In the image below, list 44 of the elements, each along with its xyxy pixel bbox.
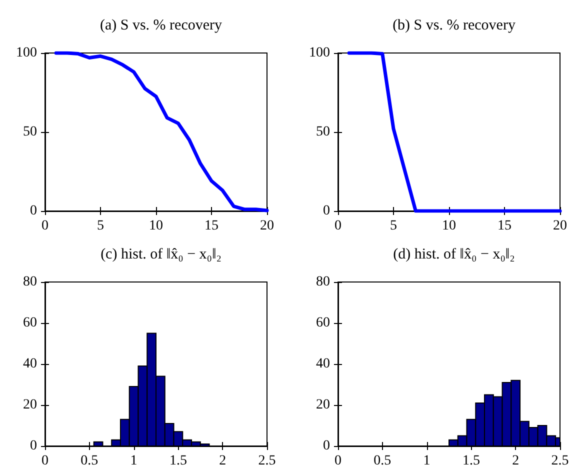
y-tick-label: 100 bbox=[16, 46, 37, 60]
x-tick-label: 0 bbox=[42, 218, 48, 234]
chart-title: (a) S vs. % recovery bbox=[100, 18, 223, 34]
x-tick-label: 2.5 bbox=[258, 454, 276, 468]
chart-title: (c) hist. of ‖x̂₀ − x₀‖₂ bbox=[100, 246, 222, 262]
x-tick-label: 1.5 bbox=[462, 454, 480, 468]
x-tick-label: 0.5 bbox=[374, 454, 392, 468]
y-tick-label: 80 bbox=[316, 274, 330, 290]
y-tick-label: 40 bbox=[23, 356, 37, 372]
y-tick-label: 0 bbox=[323, 438, 330, 454]
x-tick-label: 20 bbox=[260, 218, 274, 234]
x-tick-label: 15 bbox=[204, 218, 218, 234]
y-tick-label: 0 bbox=[30, 204, 37, 218]
x-tick-label: 0 bbox=[334, 454, 342, 468]
line-series bbox=[347, 51, 562, 213]
x-tick-label: 0 bbox=[42, 454, 48, 468]
y-tick-label: 0 bbox=[30, 438, 37, 454]
x-tick-label: 0.5 bbox=[80, 454, 98, 468]
x-tick-label: 2.5 bbox=[551, 454, 569, 468]
x-tick-label: 15 bbox=[498, 218, 512, 234]
x-tick-label: 1 bbox=[423, 454, 430, 468]
x-tick-label: 1 bbox=[130, 454, 138, 468]
x-tick-label: 2 bbox=[512, 454, 520, 468]
x-tick-label: 5 bbox=[97, 218, 104, 234]
y-tick-label: 0 bbox=[323, 204, 330, 218]
x-tick-label: 10 bbox=[442, 218, 456, 234]
x-tick-label: 2 bbox=[219, 454, 226, 468]
y-tick-label: 60 bbox=[23, 316, 37, 330]
x-tick-label: 10 bbox=[149, 218, 163, 234]
y-tick-label: 20 bbox=[316, 398, 330, 412]
y-tick-label: 80 bbox=[23, 274, 37, 290]
y-tick-label: 20 bbox=[23, 398, 37, 412]
y-tick-label: 50 bbox=[316, 124, 330, 140]
y-tick-label: 50 bbox=[23, 124, 37, 140]
chart-title: (d) hist. of ‖x̂₀ − x₀‖₂ bbox=[393, 246, 515, 262]
y-tick-label: 100 bbox=[309, 46, 330, 60]
y-tick-label: 40 bbox=[316, 356, 330, 372]
x-tick-label: 0 bbox=[334, 218, 342, 234]
y-tick-label: 60 bbox=[316, 316, 330, 330]
x-tick-label: 5 bbox=[390, 218, 397, 234]
chart-title: (b) S vs. % recovery bbox=[392, 18, 516, 34]
x-tick-label: 20 bbox=[553, 218, 567, 234]
x-tick-label: 1.5 bbox=[169, 454, 187, 468]
line-series bbox=[54, 51, 269, 212]
